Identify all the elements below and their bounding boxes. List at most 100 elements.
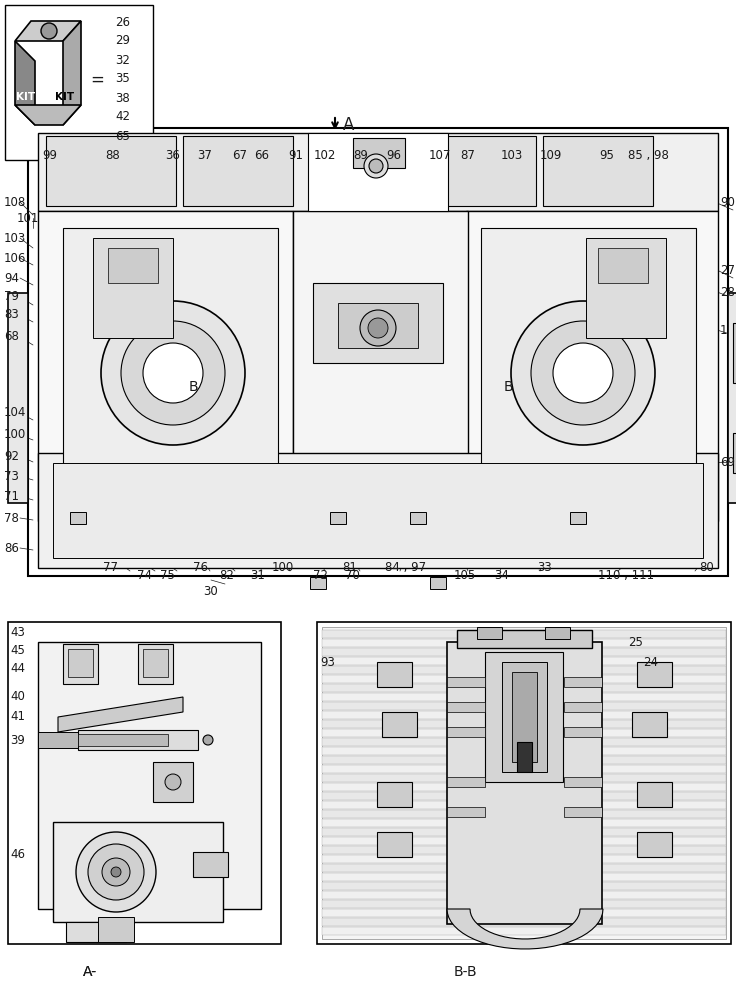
Circle shape xyxy=(101,301,245,445)
Bar xyxy=(322,693,726,701)
Bar xyxy=(322,711,726,719)
Bar xyxy=(293,211,468,521)
Text: 85 , 98: 85 , 98 xyxy=(628,149,668,162)
Text: 70: 70 xyxy=(344,569,359,582)
Text: 35: 35 xyxy=(115,73,130,86)
Bar xyxy=(322,648,726,656)
Text: 108: 108 xyxy=(4,196,26,209)
Bar xyxy=(502,662,547,772)
Bar xyxy=(317,622,731,944)
Polygon shape xyxy=(15,21,81,41)
Bar xyxy=(564,777,602,787)
Text: 39: 39 xyxy=(10,734,25,746)
Bar xyxy=(322,765,726,773)
Text: KIT: KIT xyxy=(55,92,74,102)
Text: 73: 73 xyxy=(4,470,19,483)
Text: 24: 24 xyxy=(643,656,658,670)
Text: 101: 101 xyxy=(17,212,39,225)
Text: 42: 42 xyxy=(115,110,130,123)
Text: 110 , 111: 110 , 111 xyxy=(598,569,654,582)
Circle shape xyxy=(368,318,388,338)
Bar xyxy=(377,782,412,807)
Bar xyxy=(322,873,726,881)
Text: 34: 34 xyxy=(495,569,509,582)
Text: 40: 40 xyxy=(10,690,25,704)
Circle shape xyxy=(364,154,388,178)
Text: 90: 90 xyxy=(720,196,735,210)
Text: 93: 93 xyxy=(320,656,335,670)
Bar xyxy=(485,652,563,782)
Bar xyxy=(66,922,126,942)
Text: 69: 69 xyxy=(720,456,735,468)
Bar xyxy=(322,855,726,863)
Text: 91: 91 xyxy=(289,149,303,162)
Bar xyxy=(53,463,703,558)
Text: 79: 79 xyxy=(4,290,19,304)
Bar xyxy=(193,852,228,877)
Bar xyxy=(632,712,667,737)
Text: 76: 76 xyxy=(193,561,208,574)
Text: 37: 37 xyxy=(197,149,213,162)
Text: 71: 71 xyxy=(4,489,19,502)
Bar xyxy=(447,807,485,817)
Bar xyxy=(153,762,193,802)
Bar xyxy=(322,927,726,935)
Bar xyxy=(5,5,153,160)
Polygon shape xyxy=(15,41,35,125)
Text: 109: 109 xyxy=(539,149,562,162)
Bar xyxy=(38,453,718,568)
Bar xyxy=(322,702,726,710)
Text: B-B: B-B xyxy=(453,965,477,979)
Bar xyxy=(457,630,592,648)
Bar xyxy=(570,512,586,524)
Text: 81: 81 xyxy=(342,561,358,574)
Bar xyxy=(322,909,726,917)
Bar xyxy=(637,782,672,807)
Bar xyxy=(447,727,485,737)
Bar xyxy=(477,627,502,639)
Bar xyxy=(447,702,485,712)
Bar xyxy=(637,832,672,857)
Bar xyxy=(447,642,602,924)
Circle shape xyxy=(511,301,655,445)
Bar xyxy=(406,136,536,206)
Text: 105: 105 xyxy=(454,569,476,582)
Text: 25: 25 xyxy=(628,636,643,648)
Bar xyxy=(78,730,198,750)
Bar xyxy=(322,918,726,926)
Bar xyxy=(564,807,602,817)
Text: 31: 31 xyxy=(250,569,266,582)
Bar xyxy=(8,293,28,503)
Text: 99: 99 xyxy=(43,149,57,162)
Text: 65: 65 xyxy=(115,129,130,142)
Bar xyxy=(728,293,736,503)
Bar xyxy=(447,777,485,787)
Circle shape xyxy=(203,735,213,745)
Bar xyxy=(338,303,418,348)
Text: 83: 83 xyxy=(4,308,18,322)
Bar xyxy=(63,228,278,478)
Bar xyxy=(78,734,168,746)
Bar xyxy=(322,801,726,809)
Text: A-: A- xyxy=(83,965,97,979)
Bar xyxy=(637,662,672,687)
Bar xyxy=(93,238,173,338)
Bar xyxy=(322,639,726,647)
Bar xyxy=(564,702,602,712)
Text: 72: 72 xyxy=(314,569,328,582)
Bar xyxy=(322,675,726,683)
Bar xyxy=(322,666,726,674)
Bar xyxy=(447,677,485,687)
Bar xyxy=(8,622,281,944)
Bar xyxy=(322,657,726,665)
Text: =: = xyxy=(90,71,104,89)
Circle shape xyxy=(121,321,225,425)
Circle shape xyxy=(360,310,396,346)
Text: 36: 36 xyxy=(166,149,180,162)
Bar xyxy=(545,627,570,639)
Bar xyxy=(330,512,346,524)
Text: 100: 100 xyxy=(272,561,294,574)
Circle shape xyxy=(41,23,57,39)
Circle shape xyxy=(76,832,156,912)
Bar xyxy=(38,642,261,909)
